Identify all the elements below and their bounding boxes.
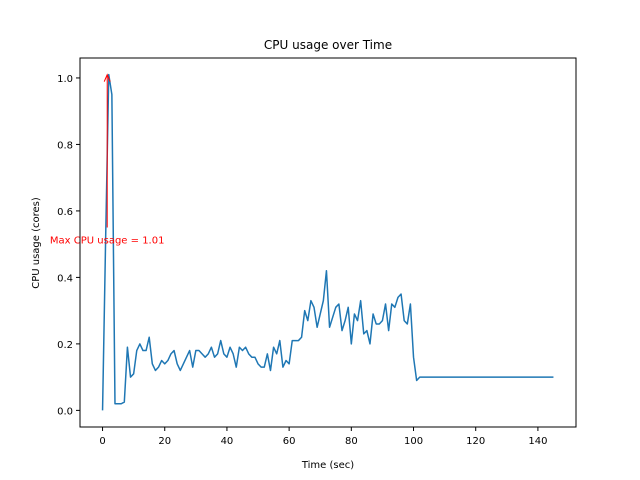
annotation-label: Max CPU usage = 1.01 [50, 236, 165, 247]
x-axis-title: Time (sec) [301, 460, 354, 471]
x-axis-ticks: 0 20 40 60 80 100 120 140 [99, 427, 547, 447]
y-tick-label: 0.0 [57, 406, 73, 417]
x-tick-label: 20 [158, 436, 171, 447]
y-tick-label: 0.8 [57, 140, 73, 151]
chart-title: CPU usage over Time [264, 38, 392, 52]
y-tick-label: 0.6 [57, 207, 73, 218]
plot-area [101, 73, 554, 411]
x-tick-label: 140 [528, 436, 547, 447]
y-tick-label: 1.0 [57, 74, 73, 85]
x-tick-label: 120 [466, 436, 485, 447]
y-axis-title: CPU usage (cores) [31, 197, 42, 289]
x-tick-label: 0 [99, 436, 105, 447]
plot-frame [79, 57, 577, 428]
x-tick-label: 60 [283, 436, 296, 447]
x-tick-label: 100 [404, 436, 423, 447]
max-annotation: Max CPU usage = 1.01 [50, 73, 165, 247]
y-tick-label: 0.4 [57, 273, 73, 284]
series-line [101, 73, 554, 411]
y-tick-label: 0.2 [57, 340, 73, 351]
annotation-arrow-head [103, 73, 111, 82]
x-tick-label: 40 [221, 436, 234, 447]
x-tick-label: 80 [345, 436, 358, 447]
y-axis-ticks: 0.0 0.2 0.4 0.6 0.8 1.0 [57, 74, 80, 417]
